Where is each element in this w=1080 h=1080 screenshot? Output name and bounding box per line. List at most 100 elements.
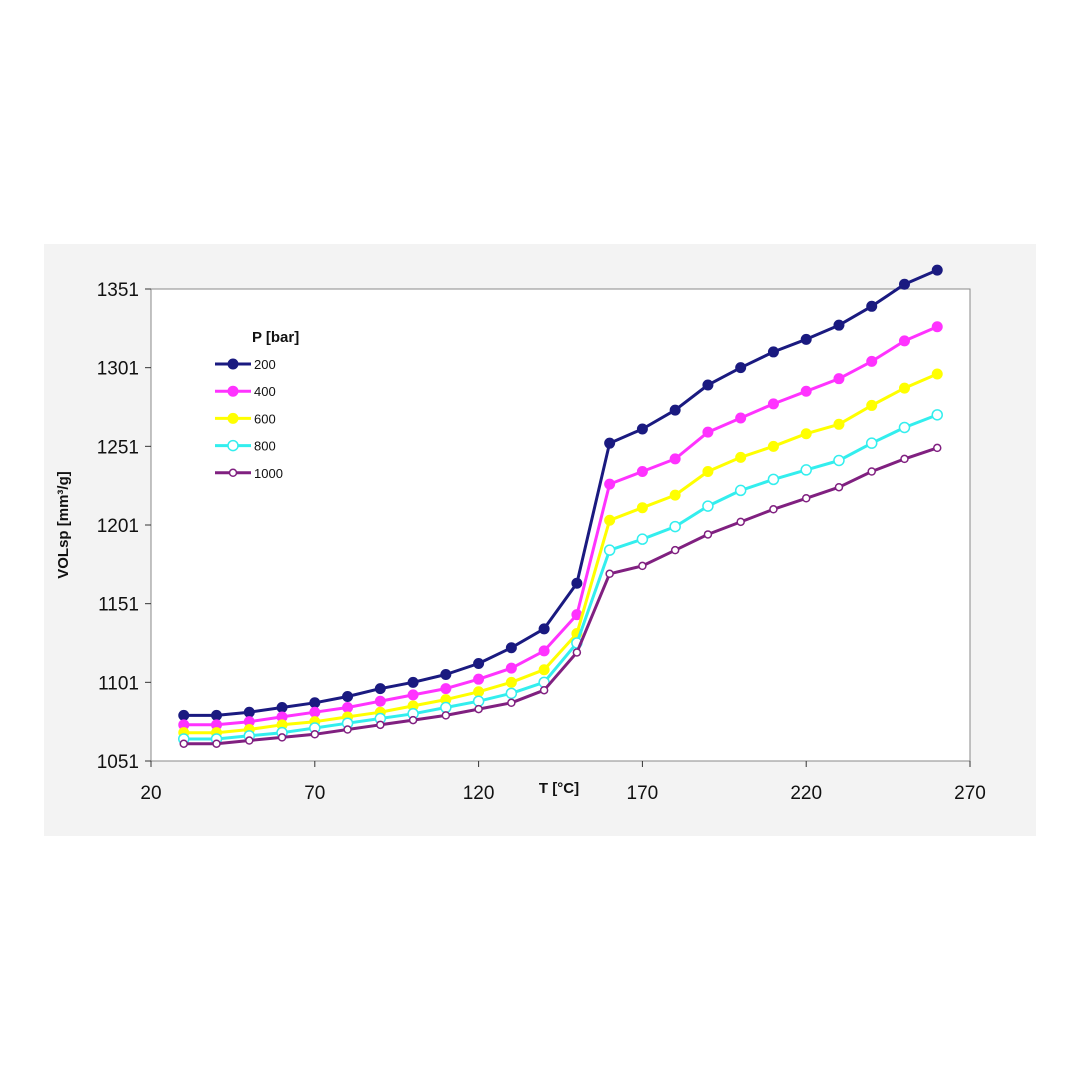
data-point [408, 715, 418, 725]
data-point [407, 676, 419, 688]
data-point [800, 428, 812, 440]
series-line [183, 325, 938, 727]
data-point [572, 648, 582, 657]
data-point [898, 382, 910, 394]
data-point [538, 645, 550, 657]
data-point [801, 494, 811, 503]
data-point [539, 685, 549, 695]
data-point [342, 702, 354, 714]
series-600 [178, 368, 943, 739]
legend-marker [228, 468, 238, 478]
data-point [833, 319, 845, 331]
data-point [211, 709, 223, 721]
data-point [833, 373, 845, 385]
data-point [669, 453, 681, 465]
data-point [374, 695, 386, 707]
data-point [276, 702, 288, 714]
y-tick-label: 1101 [98, 673, 139, 694]
x-tick-label: 20 [140, 783, 161, 804]
series-line [183, 446, 938, 746]
data-point [636, 466, 648, 478]
data-point [603, 544, 616, 556]
legend-item: 200 [215, 357, 276, 372]
data-point [472, 695, 485, 707]
data-point [178, 709, 190, 721]
legend-label: 200 [254, 357, 276, 372]
data-point [867, 467, 876, 476]
data-point [931, 264, 943, 276]
data-point [505, 662, 517, 674]
plot-area [150, 288, 971, 762]
data-point [212, 739, 221, 748]
data-point [636, 533, 649, 545]
data-point [800, 385, 812, 397]
data-point [636, 423, 648, 435]
data-point [702, 379, 714, 391]
data-point [473, 657, 485, 669]
legend-marker [227, 385, 239, 397]
x-tick-label: 70 [304, 783, 325, 804]
data-point [866, 399, 878, 411]
data-point [702, 466, 714, 478]
legend-label: 800 [254, 439, 276, 454]
data-point [898, 421, 911, 434]
legend-label: 1000 [254, 466, 283, 481]
data-point [474, 704, 483, 714]
y-tick-label: 1201 [97, 516, 139, 537]
data-point [604, 514, 616, 526]
legend: P [bar] 200 400 600 800 1000 [215, 329, 299, 481]
data-point [833, 418, 845, 430]
data-point [865, 437, 878, 449]
data-point [343, 725, 352, 734]
data-point [702, 426, 714, 438]
series-400 [178, 321, 943, 731]
legend-marker [227, 439, 239, 452]
data-point [243, 706, 255, 718]
data-point [931, 368, 943, 380]
data-point [505, 676, 517, 688]
data-point [735, 451, 747, 463]
chart-panel: 1051 1101 1151 1201 1251 1301 1351 20 70 120 170 22… [44, 244, 1036, 836]
data-point [833, 454, 845, 467]
data-point [702, 500, 714, 512]
data-point [900, 454, 909, 464]
data-point [604, 437, 616, 449]
data-point [735, 412, 747, 424]
data-point [374, 683, 386, 695]
data-point [310, 730, 320, 739]
x-tick-label: 120 [463, 783, 495, 804]
legend-item: 1000 [215, 466, 283, 481]
data-point [342, 690, 354, 702]
data-point [440, 668, 452, 680]
legend-item: 400 [215, 384, 276, 399]
y-tick-label: 1251 [97, 437, 139, 458]
legend-label: 400 [254, 384, 276, 399]
data-point [636, 502, 648, 514]
legend-item: 600 [215, 411, 276, 426]
x-tick-label: 220 [790, 783, 822, 804]
data-point [931, 321, 943, 333]
data-point [800, 464, 812, 476]
data-point [245, 736, 254, 745]
data-point [769, 505, 778, 514]
data-point [767, 440, 779, 452]
data-point [309, 706, 321, 718]
data-point [866, 355, 878, 367]
series-layer [178, 264, 943, 748]
data-point [669, 404, 681, 416]
data-point [931, 409, 943, 421]
y-tick-label: 1051 [97, 752, 139, 773]
data-point [505, 687, 518, 700]
legend-marker [227, 412, 239, 424]
data-point [736, 517, 745, 527]
x-tick-label: 270 [954, 783, 986, 804]
data-point [898, 278, 910, 290]
data-point [440, 683, 452, 695]
data-point [604, 478, 616, 490]
series-line [183, 268, 938, 717]
data-point [605, 569, 614, 579]
data-point [441, 711, 451, 720]
data-point [179, 739, 189, 748]
axes: 1051 1101 1151 1201 1251 1301 1351 20 70 120 170 22… [97, 280, 986, 804]
series-200 [178, 264, 943, 721]
